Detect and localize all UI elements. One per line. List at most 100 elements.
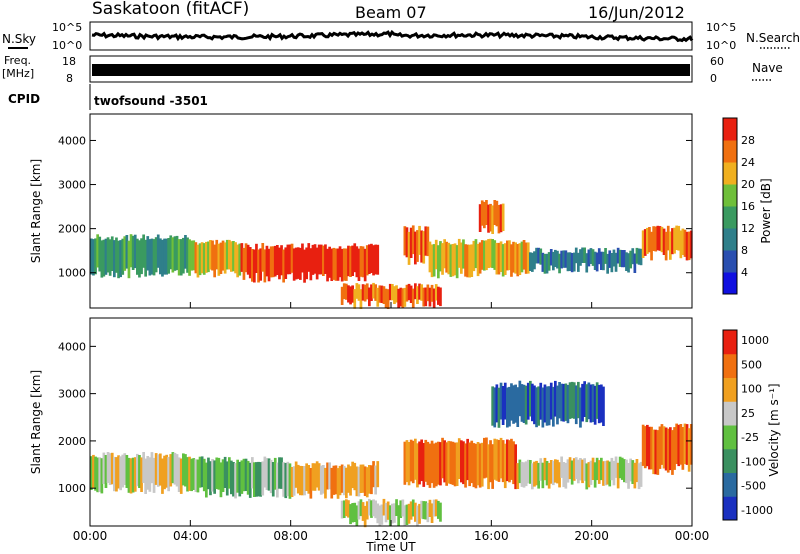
data-cell [443,440,446,483]
data-cell [556,459,559,484]
data-cell [349,466,352,496]
data-cell [192,458,196,490]
data-cell [290,243,294,273]
data-cell [430,503,434,523]
data-cell [361,284,365,301]
data-cell [549,249,553,266]
data-cell [677,424,681,467]
data-cell [472,240,476,272]
colorbar-swatch [723,330,737,355]
data-cell [468,244,471,278]
date-label: 16/Jun/2012 [588,3,685,22]
data-cell [526,242,530,274]
data-cell [393,503,396,523]
data-cell [577,252,580,272]
data-cell [182,237,185,274]
data-cell [677,225,681,251]
data-cell [411,225,415,255]
data-cell [334,248,338,281]
data-cell [313,244,317,274]
data-cell [679,424,683,465]
data-cell [374,465,377,495]
data-cell [351,503,354,523]
data-cell [382,286,386,304]
data-cell [384,288,388,309]
data-cell [163,238,166,275]
data-cell [597,248,601,265]
data-cell [340,248,344,282]
y-tick-label: 2000 [58,435,86,448]
colorbar-swatch [723,272,737,295]
colorbar-tick-label: -500 [741,480,766,493]
data-cell [669,231,672,260]
data-cell [315,461,319,488]
data-cell [687,428,691,472]
freq-panel-frame [89,55,693,83]
data-cell [355,246,359,278]
data-cell [430,440,434,484]
data-cell [566,384,570,424]
data-cell [662,228,666,255]
data-cell [510,244,513,277]
data-cell [591,384,595,422]
data-cell [495,384,499,423]
data-cell [495,242,499,275]
data-cell [384,503,388,523]
data-cell [96,457,99,493]
data-cell [449,441,453,485]
data-cell [439,287,442,307]
data-cell [353,502,357,522]
data-cell [357,501,361,520]
data-cell [495,439,499,481]
data-cell [338,465,342,496]
data-cell [593,385,597,425]
data-cell [184,235,187,269]
nsky-trace [91,29,694,43]
data-cell [681,228,685,255]
data-cell [495,200,499,227]
data-cell [271,246,275,278]
data-cell [662,426,666,469]
data-cell [616,247,620,264]
data-cell [405,284,409,302]
data-cell [589,460,593,485]
data-cell [123,236,127,271]
data-cell [372,461,375,488]
data-cell [246,460,250,495]
data-cell [589,384,593,423]
data-cell [207,457,210,490]
data-cell [393,286,396,304]
data-cell [420,284,423,301]
data-cell [673,227,676,254]
data-cell [574,385,578,425]
data-cell [232,241,235,272]
data-cell [361,246,365,278]
colorbar-tick-label: 24 [741,156,755,169]
data-cell [403,226,407,256]
data-cell [244,458,248,491]
data-cell [94,456,97,491]
velocity-y-ticks: 1000 2000 3000 4000 [58,340,692,495]
data-cell [577,459,580,484]
data-cell [361,502,365,521]
data-cell [570,381,574,419]
colorbar-swatch [723,353,737,378]
data-cell [689,424,693,465]
data-cell [673,427,676,470]
data-cell [539,248,543,265]
data-cell [338,246,342,278]
data-cell [497,205,501,234]
data-cell [403,287,407,307]
data-cell [537,247,540,264]
data-cell [351,461,354,489]
data-cell [261,461,265,496]
data-cell [572,382,576,419]
data-cell [522,462,526,488]
data-cell [666,225,670,251]
data-cell [131,457,135,493]
data-cell [627,463,630,489]
data-cell [549,460,553,484]
data-cell [420,439,423,482]
power-colorbar-label: Power [dB] [759,178,773,243]
colorbar-tick-label: -25 [741,431,759,444]
